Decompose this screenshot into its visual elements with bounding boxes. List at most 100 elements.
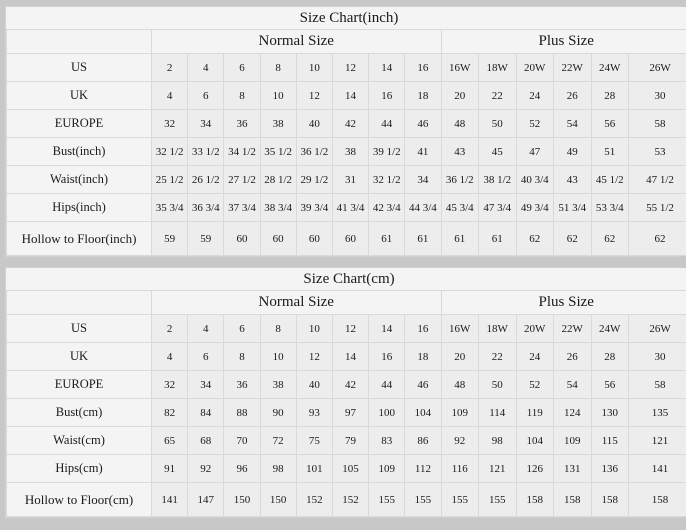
table-cell: 92	[187, 454, 225, 483]
table-cell: 54	[553, 109, 592, 138]
table-cell: 32	[150, 370, 189, 399]
table-cell: 50	[478, 370, 517, 399]
table-cell: 60	[295, 221, 333, 256]
table-cell: 16W	[440, 314, 479, 343]
table-cell: 158	[553, 482, 592, 517]
table-cell: 6	[187, 81, 225, 110]
table-cell: 35 3/4	[150, 193, 189, 222]
row-label: US	[6, 314, 152, 343]
table-cell: 61	[440, 221, 479, 256]
row-label: Bust(inch)	[6, 137, 152, 166]
table-cell: 47 3/4	[478, 193, 517, 222]
table-cell: 24W	[590, 314, 629, 343]
table-cell: 49	[553, 137, 592, 166]
table-cell: 55 1/2	[627, 193, 686, 222]
row-label: Waist(cm)	[6, 426, 152, 455]
row-label: Bust(cm)	[6, 398, 152, 427]
table-cell: 58	[627, 109, 686, 138]
table-row: EUROPE 32 34 36 38 40 42 44 46 48 50 52 54 56 58	[6, 109, 686, 138]
group-header-plus-size: Plus Size	[440, 290, 686, 315]
table-cell: 83	[368, 426, 406, 455]
table-cell: 82	[150, 398, 189, 427]
table-cell: 12	[295, 81, 333, 110]
table-cell: 100	[368, 398, 406, 427]
table-cell: 104	[404, 398, 442, 427]
table-cell: 20	[440, 81, 479, 110]
table-cell: 6	[223, 53, 261, 82]
table-cell: 34	[404, 165, 442, 194]
table-row: EUROPE 32 34 36 38 40 42 44 46 48 50 52 54 56 58	[6, 370, 686, 399]
size-chart-cm: Size Chart(cm) Normal Size Plus Size US 2 4 6 8…	[5, 267, 686, 518]
table-cell: 38	[259, 109, 297, 138]
table-cell: 130	[590, 398, 629, 427]
table-cell: 20W	[515, 53, 554, 82]
table-row: Hips(inch) 35 3/4 36 3/4 37 3/4 38 3/4 39 3/4…	[6, 193, 686, 222]
table-cell: 60	[331, 221, 370, 256]
table-cell: 56	[590, 370, 629, 399]
table-cell: 104	[515, 426, 554, 455]
row-label: US	[6, 53, 152, 82]
table-cell: 29 1/2	[295, 165, 333, 194]
table-cell: 84	[187, 398, 225, 427]
table-body-inch: Size Chart(inch) Normal Size Plus Size US 2 4…	[6, 7, 686, 256]
table-cell: 50	[478, 109, 517, 138]
table-cell: 8	[259, 314, 297, 343]
table-cell: 14	[368, 53, 406, 82]
table-cell: 92	[440, 426, 479, 455]
row-label: Hollow to Floor(cm)	[6, 482, 152, 517]
row-label: UK	[6, 81, 152, 110]
table-cell: 150	[259, 482, 297, 517]
table-row: UK 4 6 8 10 12 14 16 18 20 22 24 26 28 30	[6, 81, 686, 110]
table-cell: 62	[553, 221, 592, 256]
table-cell: 38	[259, 370, 297, 399]
table-cell: 53 3/4	[590, 193, 629, 222]
table-cell: 48	[440, 370, 479, 399]
table-cell: 43	[440, 137, 479, 166]
table-cell: 18W	[478, 314, 517, 343]
table-cell: 155	[440, 482, 479, 517]
table-cell: 47 1/2	[627, 165, 686, 194]
table-cell: 58	[627, 370, 686, 399]
table-cell: 88	[223, 398, 261, 427]
table-cell: 155	[404, 482, 442, 517]
table-cell: 46	[404, 109, 442, 138]
table-cell: 12	[331, 314, 370, 343]
table-cell: 16	[404, 53, 442, 82]
table-cell: 158	[515, 482, 554, 517]
table-row: Hollow to Floor(inch) 59 59 60 60 60 60 61 61 61 6…	[6, 221, 686, 256]
table-cell: 6	[187, 342, 225, 371]
table-cell: 16	[368, 342, 406, 371]
table-cell: 124	[553, 398, 592, 427]
table-row: Waist(inch) 25 1/2 26 1/2 27 1/2 28 1/2 29 1/…	[6, 165, 686, 194]
table-row: Bust(cm) 82 84 88 90 93 97 100 104 109 114 119 124 13…	[6, 398, 686, 427]
group-header-normal-size: Normal Size	[151, 29, 442, 54]
table-cell: 152	[295, 482, 333, 517]
table-cell: 72	[259, 426, 297, 455]
table-cell: 26	[553, 342, 592, 371]
table-cell: 38 1/2	[478, 165, 517, 194]
table-cell: 136	[590, 454, 629, 483]
table-cell: 62	[515, 221, 554, 256]
table-cell: 20	[440, 342, 479, 371]
table-cell: 22	[478, 342, 517, 371]
table-cell: 61	[478, 221, 517, 256]
table-cell: 4	[187, 53, 225, 82]
table-cell: 26	[553, 81, 592, 110]
table-cell: 91	[150, 454, 189, 483]
group-header-row: Normal Size Plus Size	[6, 290, 686, 315]
table-cell: 30	[627, 81, 686, 110]
table-cell: 26W	[627, 314, 686, 343]
table-cell: 22	[478, 81, 517, 110]
table-cell: 51 3/4	[553, 193, 592, 222]
table-cell: 12	[331, 53, 370, 82]
table-cell: 44	[368, 370, 406, 399]
table-cell: 14	[331, 81, 370, 110]
table-cell: 25 1/2	[150, 165, 189, 194]
table-cell: 41	[404, 137, 442, 166]
table-row: Waist(cm) 65 68 70 72 75 79 83 86 92 98 104 109 115 12…	[6, 426, 686, 455]
table-cell: 52	[515, 109, 554, 138]
chart-title-row: Size Chart(inch)	[6, 7, 686, 30]
table-cell: 60	[223, 221, 261, 256]
table-cell: 36	[223, 370, 261, 399]
table-cell: 36	[223, 109, 261, 138]
